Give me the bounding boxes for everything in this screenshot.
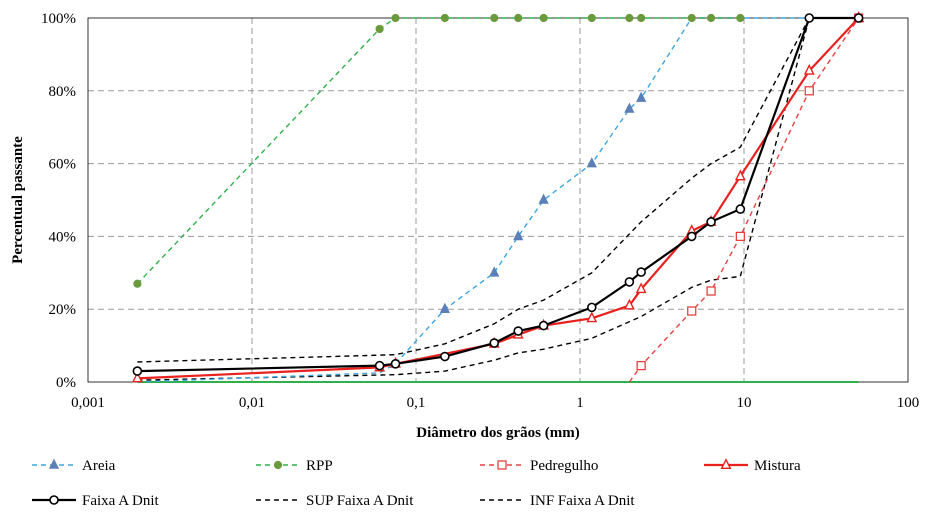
series-faixa-a-dnit [132, 13, 864, 376]
series-areia [137, 17, 859, 383]
legend-marker-areia [48, 458, 60, 469]
series-line-faixa-a-dnit [137, 16, 859, 373]
y-tick-label: 60% [49, 157, 77, 173]
y-tick-label: 100% [41, 11, 76, 27]
legend-label-inf-faixa-a-dnit: INF Faixa A Dnit [530, 493, 635, 509]
legend-item-rpp: RPP [256, 458, 333, 474]
data-point-faixa-a-dnit [804, 13, 815, 23]
data-point-rpp [625, 13, 634, 23]
data-point-areia [538, 193, 549, 204]
x-tick-label: 1 [576, 395, 584, 411]
data-point-rpp [736, 13, 745, 23]
legend: Areia RPP Pedregulho Mistura Faixa A Dnit SUP… [32, 458, 801, 509]
data-point-rpp [440, 13, 449, 23]
data-point-pedregulho [735, 231, 745, 242]
x-tick-label: 100 [897, 395, 920, 411]
series-line-mistura [137, 17, 860, 380]
legend-label-mistura: Mistura [754, 458, 801, 474]
series-sup-faixa-a-dnit [137, 17, 810, 363]
data-point-rpp [587, 13, 596, 23]
data-point-pedregulho [687, 306, 697, 316]
tick-labels: 0,001 0,01 0,1 1 10 100 0% 20% 40% 60% 80% 100% [41, 11, 919, 411]
data-point-areia [624, 102, 635, 113]
data-point-rpp [637, 13, 646, 23]
x-tick-label: 0,001 [71, 395, 105, 411]
y-tick-label: 40% [49, 229, 77, 245]
legend-label-rpp: RPP [306, 458, 333, 474]
y-tick-label: 80% [49, 84, 77, 100]
series-line-areia [137, 17, 859, 383]
series-line-sup-faixa-a-dnit [137, 17, 810, 363]
data-point-mistura [734, 169, 746, 181]
data-point-faixa-a-dnit [374, 360, 385, 371]
legend-label-pedregulho: Pedregulho [530, 458, 598, 474]
legend-label-areia: Areia [82, 458, 116, 474]
data-point-rpp [490, 13, 499, 23]
data-point-areia [586, 157, 597, 168]
series-pedregulho [628, 13, 864, 383]
grid [88, 18, 908, 382]
data-point-rpp [687, 13, 696, 23]
data-point-mistura [131, 371, 143, 383]
data-point-areia [513, 229, 524, 241]
data-point-faixa-a-dnit [440, 351, 450, 362]
data-point-faixa-a-dnit [686, 231, 697, 242]
series-rpp [133, 13, 745, 288]
data-point-areia [439, 302, 450, 313]
data-point-rpp [375, 24, 384, 34]
data-point-faixa-a-dnit [513, 326, 524, 336]
legend-item-mistura: Mistura [704, 458, 801, 474]
series-line-rpp [136, 17, 741, 285]
data-point-rpp [706, 13, 716, 23]
plot-area-frame [87, 17, 909, 383]
x-axis-title: Diâmetro dos grãos (mm) [416, 425, 579, 441]
data-point-faixa-a-dnit [636, 267, 646, 277]
legend-label-sup-faixa-a-dnit: SUP Faixa A Dnit [306, 493, 414, 509]
series-layer [131, 11, 865, 383]
data-point-rpp [539, 13, 548, 23]
series-line-inf-faixa-a-dnit [137, 17, 810, 381]
data-point-pedregulho [706, 286, 716, 296]
legend-item-pedregulho: Pedregulho [480, 458, 598, 474]
data-point-faixa-a-dnit [586, 302, 597, 313]
y-tick-label: 20% [49, 302, 77, 318]
y-axis-title: Percentual passante [10, 136, 26, 264]
data-point-rpp [391, 13, 400, 23]
legend-label-faixa-a-dnit: Faixa A Dnit [82, 493, 160, 509]
data-point-pedregulho [804, 86, 814, 96]
data-point-faixa-a-dnit [390, 358, 401, 369]
data-point-faixa-a-dnit [489, 338, 500, 348]
data-point-mistura [635, 282, 647, 294]
data-point-faixa-a-dnit [706, 217, 716, 227]
y-tick-label: 0% [56, 375, 76, 391]
legend-marker-rpp [273, 460, 283, 470]
legend-marker-pedregulho [497, 460, 507, 470]
data-point-faixa-a-dnit [853, 13, 864, 23]
data-point-faixa-a-dnit [538, 320, 549, 331]
data-point-mistura [803, 63, 815, 75]
legend-marker-mistura [720, 458, 732, 469]
data-point-faixa-a-dnit [132, 366, 143, 376]
data-point-mistura [586, 311, 598, 323]
legend-item-areia: Areia [32, 458, 116, 474]
legend-marker-faixa-a-dnit [49, 495, 59, 505]
series-inf-faixa-a-dnit [137, 17, 810, 381]
data-point-rpp [133, 279, 142, 288]
legend-item-inf-faixa-a-dnit: INF Faixa A Dnit [480, 493, 635, 509]
data-point-pedregulho [636, 360, 646, 371]
legend-item-faixa-a-dnit: Faixa A Dnit [32, 493, 160, 509]
data-point-areia [489, 266, 500, 277]
legend-item-sup-faixa-a-dnit: SUP Faixa A Dnit [256, 493, 414, 509]
data-point-areia [636, 91, 647, 102]
data-point-mistura [623, 298, 635, 310]
data-point-rpp [514, 13, 523, 23]
x-tick-label: 0,1 [407, 395, 426, 411]
x-tick-label: 10 [737, 395, 752, 411]
data-point-faixa-a-dnit [624, 277, 635, 287]
series-mistura [131, 11, 865, 383]
x-tick-label: 0,01 [239, 395, 265, 411]
data-point-faixa-a-dnit [735, 204, 746, 214]
